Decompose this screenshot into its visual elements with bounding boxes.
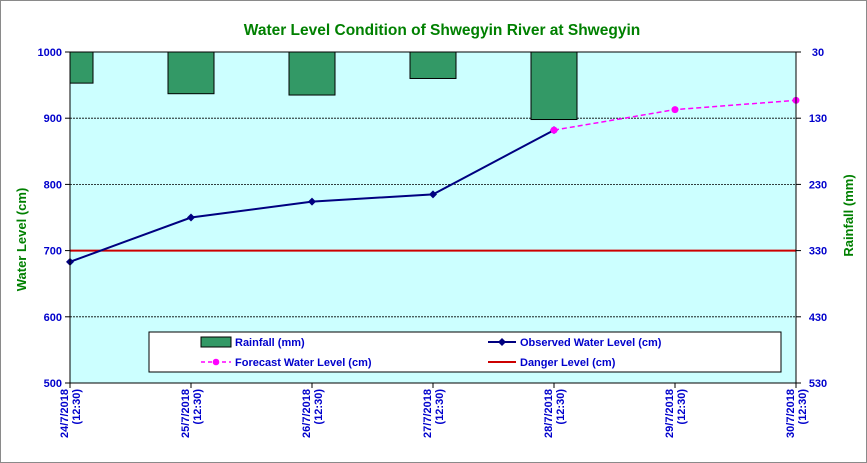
right-tick-label: 30: [812, 47, 824, 59]
forecast-point: [671, 106, 679, 114]
x-tick-time: (12:30): [313, 389, 325, 425]
x-tick-date: 28/7/2018: [543, 389, 555, 438]
x-tick-time: (12:30): [434, 389, 446, 425]
x-tick-label: 29/7/2018 (12:30): [664, 389, 688, 438]
legend-observed-label: Observed Water Level (cm): [520, 337, 662, 349]
legend-observed-marker: [498, 338, 506, 346]
x-tick-time: (12:30): [797, 389, 809, 425]
rainfall-bar: [167, 51, 215, 95]
x-tick-date: 25/7/2018: [180, 389, 192, 438]
x-tick-time: (12:30): [71, 389, 83, 425]
legend-rainfall-label: Rainfall (mm): [235, 337, 305, 349]
x-tick-label: 28/7/2018 (12:30): [543, 389, 567, 438]
left-tick-label: 600: [44, 312, 62, 324]
y2-axis-title: Rainfall (mm): [841, 174, 856, 256]
right-tick-label: 130: [809, 113, 827, 125]
x-tick-date: 30/7/2018: [785, 389, 797, 438]
left-axis-ticks: 500 600 700 800 900 1000: [38, 47, 70, 390]
rainfall-bar: [288, 51, 336, 96]
observed-point: [308, 197, 316, 206]
rainfall-bar: [530, 51, 578, 121]
legend-forecast-marker: [212, 358, 220, 366]
legend-rainfall-swatch: [200, 336, 232, 348]
left-tick-label: 900: [44, 113, 62, 125]
right-tick-label: 530: [809, 378, 827, 390]
x-tick-date: 24/7/2018: [59, 389, 71, 438]
x-tick-time: (12:30): [555, 389, 567, 425]
legend: Rainfall (mm) Observed Water Level (cm) …: [148, 331, 782, 373]
x-tick-label: 30/7/2018 (12:30): [785, 389, 809, 438]
left-tick-label: 800: [44, 179, 62, 191]
left-tick-label: 700: [44, 246, 62, 258]
left-tick-label: 1000: [38, 47, 62, 59]
chart-title: Water Level Condition of Shwegyin River …: [244, 22, 640, 39]
right-tick-label: 230: [809, 179, 827, 191]
x-tick-time: (12:30): [192, 389, 204, 425]
legend-box: [148, 331, 782, 373]
x-tick-date: 26/7/2018: [301, 389, 313, 438]
right-tick-label: 330: [809, 246, 827, 258]
x-tick-label: 26/7/2018 (12:30): [301, 389, 325, 438]
x-tick-label: 25/7/2018 (12:30): [180, 389, 204, 438]
rainfall-bar: [409, 51, 457, 79]
x-axis-ticks: 24/7/2018 (12:30) 25/7/2018 (12:30) 26/7/201…: [59, 383, 809, 438]
forecast-point: [550, 126, 558, 134]
legend-forecast-label: Forecast Water Level (cm): [235, 357, 372, 369]
observed-point: [187, 213, 195, 222]
right-axis-ticks: 30 130 230 330 430 530: [796, 47, 827, 390]
x-tick-date: 27/7/2018: [422, 389, 434, 438]
x-tick-label: 24/7/2018 (12:30): [59, 389, 83, 438]
x-tick-time: (12:30): [676, 389, 688, 425]
x-tick-date: 29/7/2018: [664, 389, 676, 438]
y-axis-title: Water Level (cm): [14, 188, 29, 292]
rainfall-bars: [69, 51, 578, 121]
observed-point: [429, 190, 437, 199]
forecast-series: [550, 96, 800, 134]
right-tick-label: 430: [809, 312, 827, 324]
rainfall-bar: [69, 51, 94, 84]
legend-danger-label: Danger Level (cm): [520, 357, 616, 369]
x-tick-label: 27/7/2018 (12:30): [422, 389, 446, 438]
left-tick-label: 500: [44, 378, 62, 390]
